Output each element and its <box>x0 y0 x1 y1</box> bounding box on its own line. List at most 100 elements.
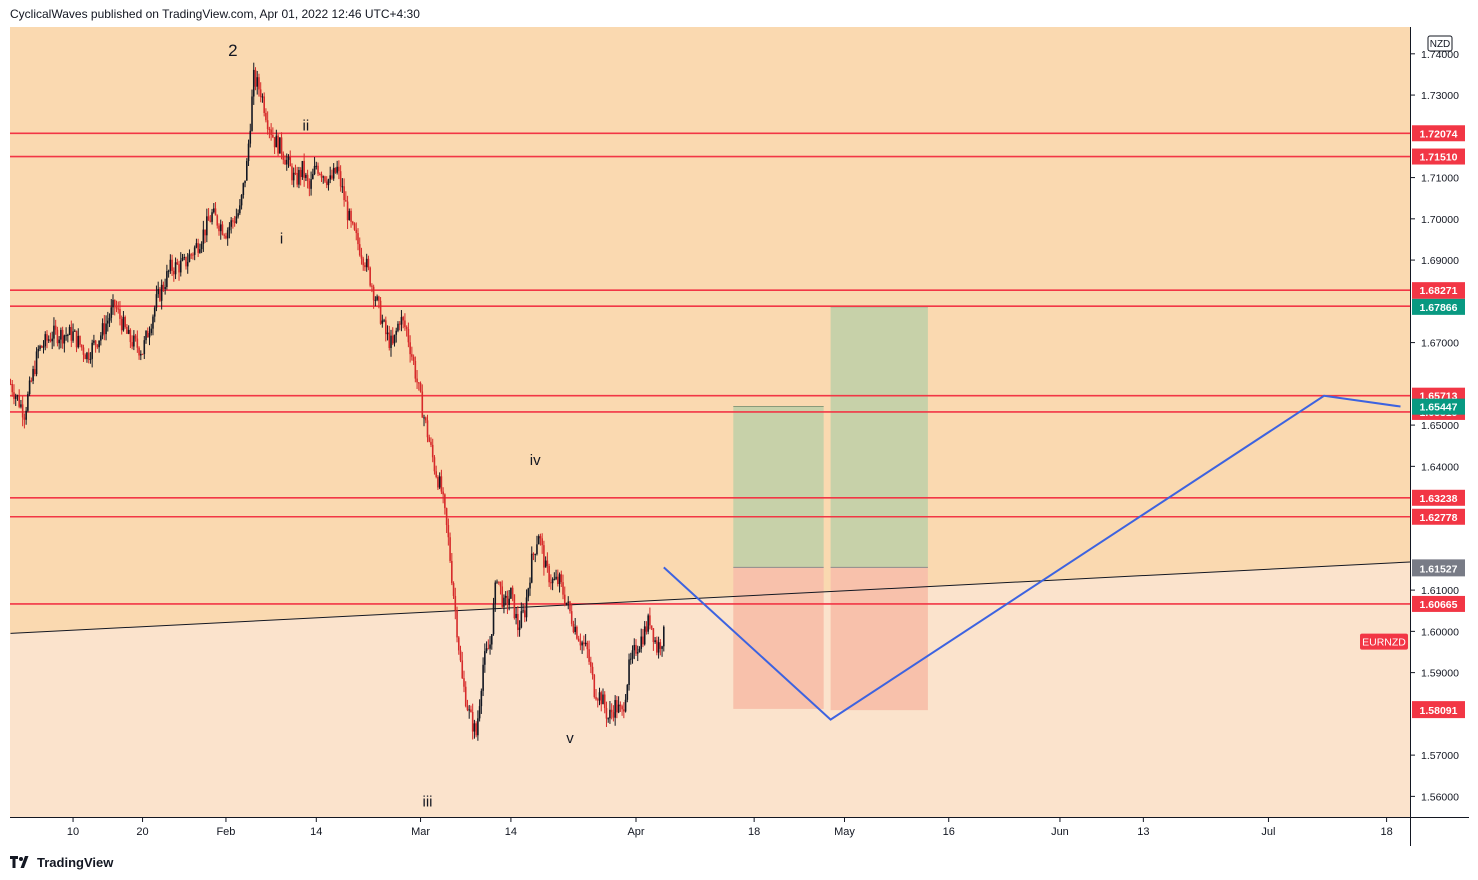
candle-body <box>364 265 366 268</box>
price-tick-label: 1.59000 <box>1421 668 1459 680</box>
candle-body <box>216 215 219 226</box>
candle-body <box>452 583 455 596</box>
line-price-label-7-box <box>1412 489 1465 506</box>
candle-body <box>484 651 486 665</box>
candle-body <box>596 699 599 701</box>
line-price-label-8: 1.62778 <box>1420 512 1458 524</box>
candle-body <box>298 169 300 185</box>
candle-body <box>199 249 201 253</box>
price-axis[interactable]: 1.74000 1.73000 1.71000 1.70000 1.69000 1.670… <box>1410 27 1469 817</box>
candle-body <box>543 545 545 568</box>
candle-body <box>192 254 194 256</box>
candle-body <box>204 229 206 236</box>
candle-body <box>360 255 363 259</box>
candle-body <box>247 143 250 162</box>
price-label-2: 1.65447 <box>1420 402 1458 414</box>
wave-label-i: i <box>280 231 283 248</box>
candle-body <box>103 323 106 335</box>
candle-body <box>537 536 540 545</box>
candle-body <box>569 601 571 612</box>
candle-body <box>73 330 76 332</box>
candle-body <box>107 320 109 324</box>
candle-body <box>318 173 321 175</box>
candle-body <box>357 233 359 245</box>
candle-body <box>454 595 457 611</box>
candle-body <box>515 613 517 619</box>
candle-body <box>358 244 361 256</box>
candle-body <box>218 225 220 232</box>
candle-body <box>162 284 165 289</box>
candle-body <box>527 588 530 598</box>
time-axis[interactable]: 10 20 Feb 14 Mar 14 Apr 18 May 16 Jun 13 Jul 18 <box>10 817 1410 846</box>
projection-path <box>663 394 1401 721</box>
candle-body <box>91 342 93 359</box>
candle-body <box>152 316 154 329</box>
candle-body <box>94 340 97 345</box>
candle-body <box>365 258 368 268</box>
target-zone-1 <box>733 406 824 568</box>
candle-body <box>202 229 205 245</box>
candle-body <box>367 258 370 268</box>
candle-body <box>496 581 498 583</box>
candle-body <box>219 224 222 232</box>
candle-body <box>324 176 326 182</box>
candle-body <box>576 626 578 639</box>
candle-body <box>487 648 490 650</box>
candle-body <box>110 307 113 318</box>
candle-body <box>230 220 232 227</box>
candle-body <box>294 172 297 174</box>
candle-body <box>306 174 309 182</box>
candle-body <box>37 348 40 352</box>
line-price-label-9: 1.60665 <box>1420 599 1458 611</box>
candle-body <box>124 316 126 327</box>
candle-body <box>129 329 132 343</box>
footer[interactable]: TradingView <box>10 853 113 871</box>
price-label-1-box <box>1412 298 1465 315</box>
price-tick-label: 1.57000 <box>1421 750 1459 762</box>
currency-label: NZD <box>1430 39 1451 50</box>
candle-body <box>379 300 382 324</box>
candle-body <box>570 611 573 624</box>
background-upper <box>10 27 1410 634</box>
candle-body <box>181 257 184 261</box>
candle-body <box>449 537 451 561</box>
candle-body <box>79 335 81 345</box>
candle-body <box>261 96 264 98</box>
candle-body <box>645 626 648 632</box>
price-label-6: 1.58091 <box>1420 705 1458 717</box>
candle-body <box>246 161 248 181</box>
candle-body <box>171 259 173 271</box>
candle-body <box>272 134 274 138</box>
candle-body <box>75 330 78 348</box>
candle-body <box>610 709 613 713</box>
candle-body <box>169 259 172 271</box>
candle-body <box>418 382 420 384</box>
candle-body <box>273 137 276 148</box>
candle-body <box>631 650 634 659</box>
line-price-label-9-box <box>1412 595 1465 612</box>
candle-body <box>383 320 385 322</box>
candle-body <box>80 344 83 348</box>
candle-body <box>131 342 133 347</box>
candle-body <box>138 347 140 356</box>
candle-body <box>338 166 340 172</box>
candle-body <box>249 130 252 144</box>
candle-body <box>456 610 458 638</box>
candle-body <box>581 642 583 646</box>
candle-body <box>140 353 142 356</box>
candle-body <box>619 704 622 707</box>
candle-body <box>616 700 618 713</box>
candle-body <box>530 553 533 583</box>
candle-body <box>13 392 15 399</box>
candle-body <box>292 172 295 181</box>
candle-body <box>54 325 57 330</box>
chart-plot-area[interactable]: 2 ii i iv iii v EURNZD <box>9 27 1411 817</box>
candle-body <box>244 180 246 184</box>
candle-body <box>296 173 298 185</box>
price-tick-label: 1.61000 <box>1421 585 1459 597</box>
candle-body <box>96 344 99 348</box>
candle-body <box>567 601 570 603</box>
stop-zone-1 <box>733 567 824 709</box>
candle-body <box>612 712 615 718</box>
